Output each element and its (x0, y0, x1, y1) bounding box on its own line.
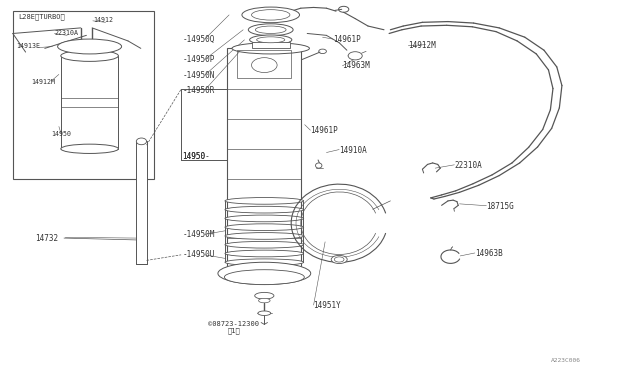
Text: 14912M: 14912M (31, 79, 55, 85)
Ellipse shape (225, 215, 304, 222)
Ellipse shape (136, 138, 147, 145)
Text: 14963B: 14963B (475, 249, 502, 258)
Text: 14910A: 14910A (339, 146, 367, 155)
Ellipse shape (316, 163, 322, 168)
Ellipse shape (232, 43, 309, 54)
Text: -14950N: -14950N (182, 71, 215, 80)
Bar (237, 50, 291, 78)
Bar (252, 42, 290, 48)
Bar (13, 11, 154, 179)
Text: 14912: 14912 (93, 17, 113, 23)
Text: L28E〈TURBO〉: L28E〈TURBO〉 (18, 13, 65, 20)
Text: A223C006: A223C006 (550, 357, 580, 363)
Ellipse shape (248, 24, 293, 36)
Text: 18715G: 18715G (486, 202, 514, 211)
Ellipse shape (255, 292, 274, 299)
Text: 14961P: 14961P (310, 126, 338, 135)
Text: 14961P: 14961P (333, 35, 360, 44)
Text: -14950R: -14950R (182, 86, 215, 94)
Ellipse shape (250, 35, 292, 45)
Ellipse shape (61, 144, 118, 153)
Text: -14950U: -14950U (182, 250, 215, 259)
Ellipse shape (225, 206, 304, 213)
Ellipse shape (252, 10, 290, 20)
Text: 14950-: 14950- (182, 152, 210, 161)
Ellipse shape (225, 270, 305, 285)
Ellipse shape (255, 26, 286, 33)
Ellipse shape (259, 298, 270, 303)
Bar (227, 48, 301, 273)
Ellipse shape (225, 241, 304, 248)
Ellipse shape (332, 255, 348, 263)
Text: 14732: 14732 (35, 234, 58, 243)
Ellipse shape (258, 311, 271, 315)
Text: -14950P: -14950P (182, 55, 215, 64)
Ellipse shape (225, 198, 304, 204)
Ellipse shape (58, 39, 122, 54)
Text: （1）: （1） (227, 328, 240, 334)
Text: ©08723-12300: ©08723-12300 (208, 321, 259, 327)
Text: 22310A: 22310A (454, 161, 482, 170)
Text: 14950: 14950 (51, 131, 71, 137)
Ellipse shape (225, 250, 304, 257)
Ellipse shape (225, 224, 304, 231)
Ellipse shape (257, 37, 285, 43)
Bar (61, 56, 118, 149)
Text: 14913E: 14913E (16, 44, 40, 49)
Text: -14950Q: -14950Q (182, 35, 215, 44)
Text: 14912M: 14912M (408, 41, 436, 50)
Text: 14950: 14950 (182, 152, 205, 161)
Ellipse shape (225, 232, 304, 239)
Bar (136, 141, 147, 264)
Text: 14951Y: 14951Y (314, 301, 341, 310)
Ellipse shape (61, 50, 118, 61)
Text: 22310A: 22310A (54, 31, 79, 36)
Ellipse shape (242, 7, 300, 23)
Ellipse shape (218, 262, 311, 285)
Text: -14950M: -14950M (182, 230, 215, 239)
Ellipse shape (348, 52, 362, 60)
Text: 14963M: 14963M (342, 61, 370, 70)
Ellipse shape (225, 259, 304, 266)
